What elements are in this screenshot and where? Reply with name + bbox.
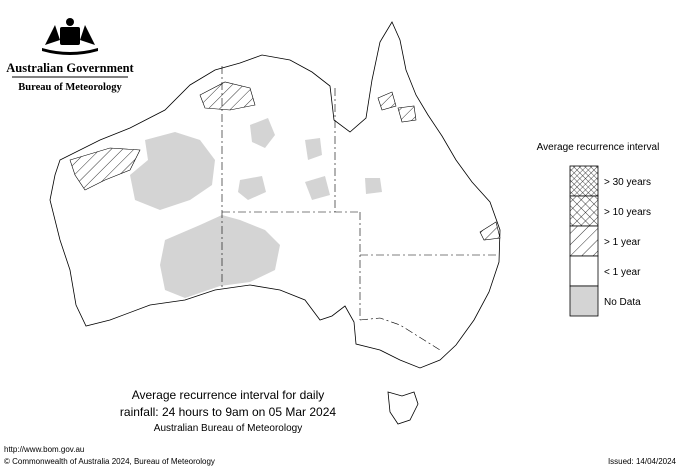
- footer-url: http://www.bom.gov.au: [4, 445, 84, 454]
- legend-label: No Data: [604, 297, 641, 308]
- caption: Average recurrence interval for daily: [132, 388, 325, 402]
- legend-swatch: [569, 165, 599, 197]
- government-name: Australian Government: [6, 61, 134, 75]
- legend-label: > 10 years: [604, 207, 651, 218]
- footer-copyright: © Commonwealth of Australia 2024, Bureau…: [4, 457, 215, 466]
- legend-swatch: [569, 225, 599, 257]
- legend: [569, 165, 599, 317]
- caption: Australian Bureau of Meteorology: [154, 423, 302, 434]
- no-data-areas: [130, 118, 382, 298]
- legend-label: < 1 year: [604, 267, 641, 278]
- footer-issued: Issued: 14/04/2024: [608, 457, 677, 466]
- recurrence-areas: [69, 81, 501, 241]
- legend-swatch: [569, 195, 599, 227]
- agency-name: Bureau of Meteorology: [18, 82, 122, 93]
- caption: rainfall: 24 hours to 9am on 05 Mar 2024: [120, 405, 336, 419]
- legend-title: Average recurrence interval: [537, 142, 660, 153]
- legend-label: > 1 year: [604, 237, 641, 248]
- legend-label: > 30 years: [604, 177, 651, 188]
- coat-of-arms: [42, 18, 98, 55]
- legend-swatch: [569, 255, 599, 287]
- tasmania-outline: [387, 391, 419, 425]
- state-borders: [221, 66, 496, 351]
- legend-swatch: [569, 285, 599, 317]
